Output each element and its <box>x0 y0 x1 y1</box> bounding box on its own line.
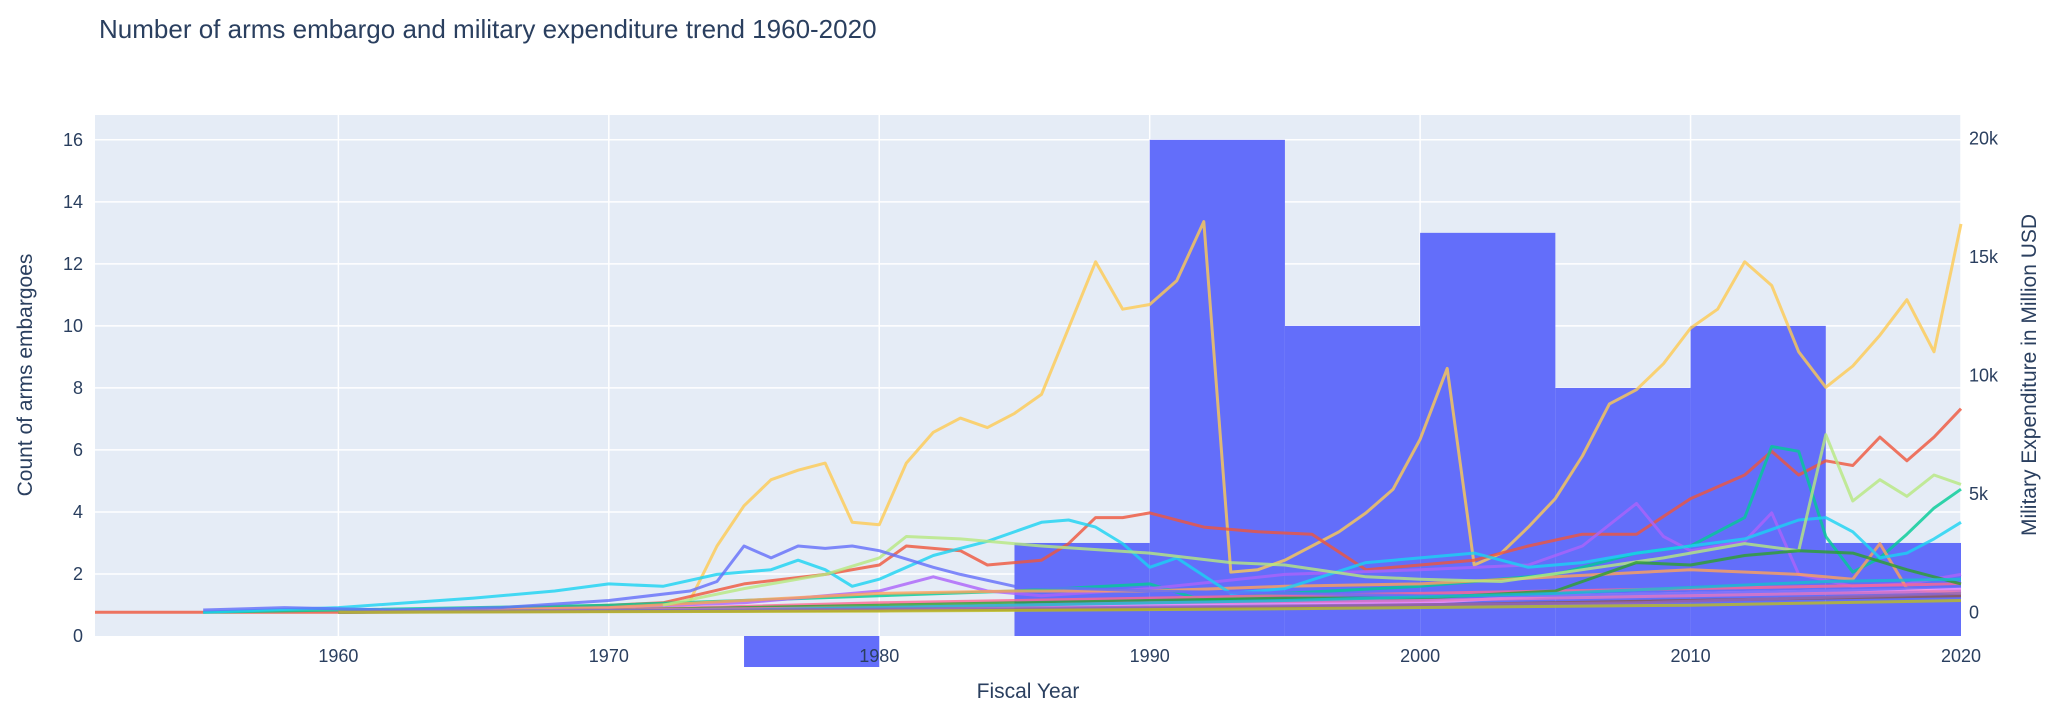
chart-title: Number of arms embargo and military expe… <box>99 14 877 44</box>
y-left-tick-labels: 0 2 4 6 8 10 12 14 16 <box>63 130 83 646</box>
y-left-tick-label: 8 <box>73 378 83 398</box>
x-tick-label: 2020 <box>1941 646 1981 666</box>
y-left-tick-label: 12 <box>63 254 83 274</box>
expenditure-series-line <box>662 433 1962 607</box>
x-tick-label: 1980 <box>859 646 899 666</box>
y-left-tick-label: 0 <box>73 626 83 646</box>
expenditure-series-line <box>203 516 1962 614</box>
y-gridlines <box>95 139 1961 575</box>
x-tick-label: 2000 <box>1400 646 1440 666</box>
y-left-tick-label: 16 <box>63 130 83 150</box>
y-left-tick-label: 14 <box>63 192 83 212</box>
y-right-tick-label: 20k <box>1969 129 1999 149</box>
x-tick-label: 2010 <box>1671 646 1711 666</box>
x-tick-label: 1990 <box>1130 646 1170 666</box>
y-left-axis-label: Count of arms embargoes <box>14 254 37 497</box>
y-right-tick-label: 15k <box>1969 247 1999 267</box>
y-left-tick-label: 10 <box>63 316 83 336</box>
y-right-axis-label: Military Expenditure in Million USD <box>2018 214 2041 536</box>
x-tick-labels: 1960 1970 1980 1990 2000 2010 2020 <box>318 646 1981 666</box>
expenditure-series-line <box>338 599 1962 614</box>
expenditure-series-line <box>338 542 1962 614</box>
x-tick-label: 1970 <box>589 646 629 666</box>
x-tick-label: 1960 <box>318 646 358 666</box>
expenditure-series-line <box>338 582 1962 614</box>
x-axis-label: Fiscal Year <box>977 680 1080 703</box>
expenditure-series-line <box>338 549 1962 614</box>
y-right-tick-labels: 0 5k 10k 15k 20k <box>1969 129 1999 623</box>
expenditure-series-line <box>688 220 1963 602</box>
y-right-tick-label: 0 <box>1969 602 1979 622</box>
y-left-tick-label: 4 <box>73 502 83 522</box>
expenditure-series-line <box>95 407 1963 614</box>
embargo-bar <box>744 636 880 668</box>
expenditure-lines <box>95 220 1963 614</box>
y-right-tick-label: 5k <box>1969 484 1989 504</box>
y-right-tick-label: 10k <box>1969 366 1999 386</box>
y-left-tick-label: 6 <box>73 440 83 460</box>
y-left-tick-label: 2 <box>73 564 83 584</box>
